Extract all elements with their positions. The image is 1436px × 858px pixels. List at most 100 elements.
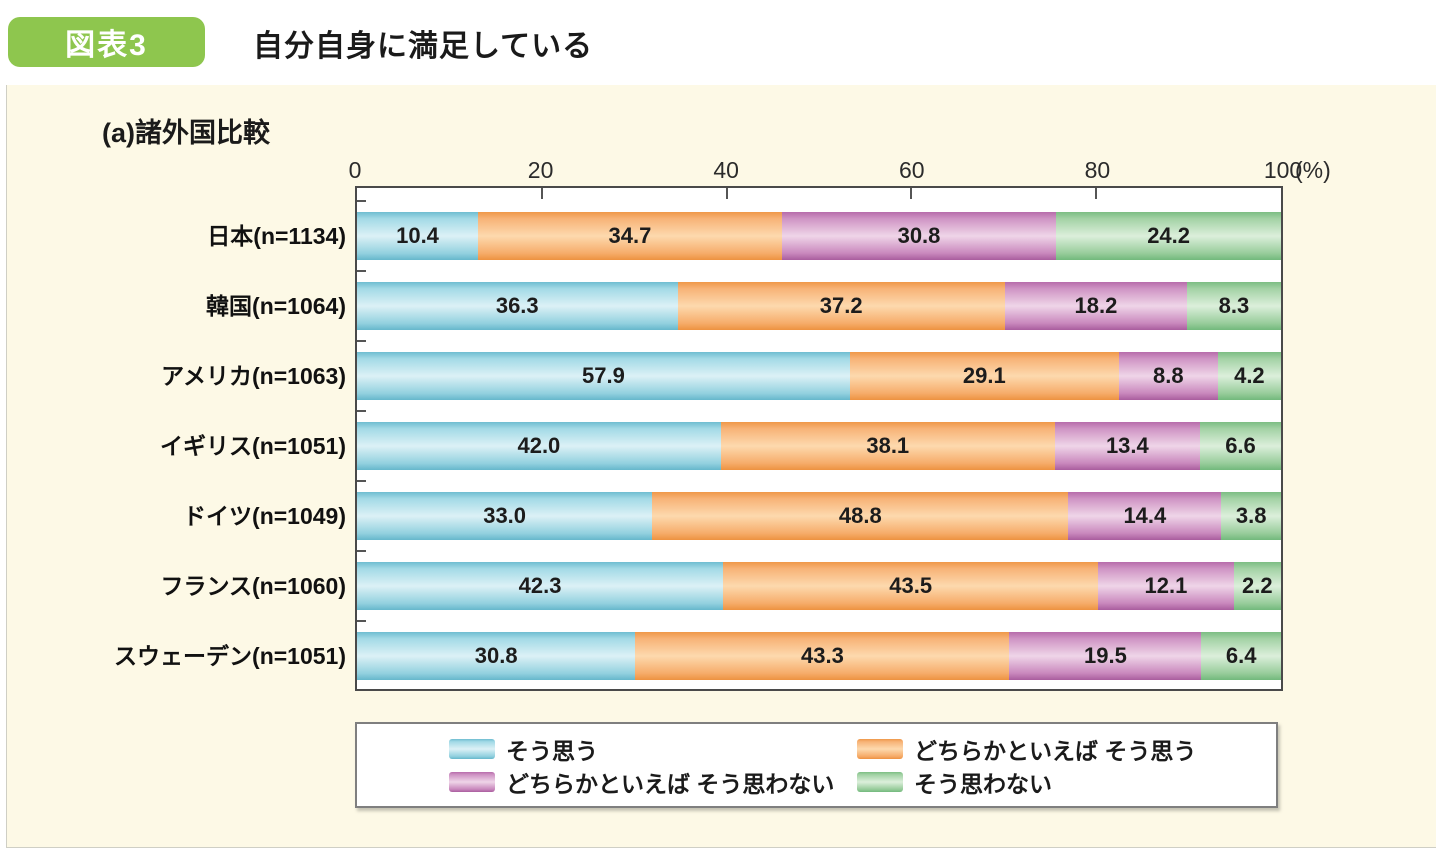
row-tick-mark	[357, 270, 366, 272]
segment-value-label: 30.8	[897, 223, 941, 248]
category-label-slot: 韓国(n=1064)	[0, 280, 355, 350]
category-label-slot: スウェーデン(n=1051)	[0, 630, 355, 700]
plot-area: 10.4 34.7 30.8 24.2 36.3 37.2 18.2 8.3 57.9 29.1 8…	[355, 186, 1283, 691]
bar-segment: 6.4	[1201, 632, 1281, 680]
legend-item: どちらかといえば そう思う	[857, 736, 1276, 764]
figure-badge: 図表3	[8, 16, 205, 67]
segment-value-label: 13.4	[1105, 433, 1149, 458]
figure-header: 図表3 自分自身に満足している	[0, 0, 1436, 85]
bar-segment: 30.8	[357, 632, 636, 680]
bar-segment: 14.4	[1068, 492, 1222, 540]
bar-row: 36.3 37.2 18.2 8.3	[357, 282, 1281, 330]
category-label-slot: フランス(n=1060)	[0, 560, 355, 630]
chart-area: (a)諸外国比較 (%) 0 20 40 60 80 100 日本(n=1134) 韓国(n…	[0, 85, 1436, 808]
segment-value-label: 2.2	[1242, 573, 1273, 598]
category-label: アメリカ(n=1063)	[161, 363, 346, 389]
bar-row: 42.0 38.1 13.4 6.6	[357, 422, 1281, 470]
segment-value-label: 6.6	[1225, 433, 1256, 458]
bar-segment: 33.0	[357, 492, 653, 540]
axis-tick-label: 40	[713, 157, 739, 183]
bar-row: 30.8 43.3 19.5 6.4	[357, 632, 1281, 680]
axis-tick-mark	[725, 188, 728, 199]
axis-tick-label: 100	[1263, 157, 1303, 183]
bar-segment: 19.5	[1009, 632, 1202, 680]
legend-label: そう思う	[506, 737, 598, 764]
legend-item: そう思わない	[857, 769, 1276, 797]
bar-row: 33.0 48.8 14.4 3.8	[357, 492, 1281, 540]
legend-swatch	[857, 738, 903, 759]
bar-segment: 24.2	[1056, 212, 1281, 260]
legend-item: どちらかといえば そう思わない	[449, 769, 857, 797]
bar-segment: 42.0	[357, 422, 721, 470]
row-tick-mark	[357, 340, 366, 342]
axis-tick-label: 0	[348, 157, 362, 183]
figure-title: 自分自身に満足している	[253, 29, 594, 63]
legend-box: そう思う どちらかといえば そう思う どちらかといえば そう思わない そう思わない	[355, 722, 1278, 808]
segment-value-label: 34.7	[608, 223, 652, 248]
row-tick-mark	[357, 480, 366, 482]
segment-value-label: 36.3	[495, 293, 539, 318]
bar-segment: 8.8	[1118, 352, 1218, 400]
legend-swatch	[449, 738, 495, 759]
category-label: フランス(n=1060)	[160, 573, 346, 599]
category-labels-column: 日本(n=1134) 韓国(n=1064) アメリカ(n=1063) イギリス(n=1…	[0, 186, 355, 700]
bar-segment: 13.4	[1054, 422, 1200, 470]
segment-value-label: 29.1	[962, 363, 1006, 388]
bar-segment: 12.1	[1098, 562, 1234, 610]
bar-row: 42.3 43.5 12.1 2.2	[357, 562, 1281, 610]
bar-segment: 48.8	[652, 492, 1069, 540]
category-label-slot: アメリカ(n=1063)	[0, 350, 355, 420]
bar-row: 57.9 29.1 8.8 4.2	[357, 352, 1281, 400]
category-label-slot: ドイツ(n=1049)	[0, 490, 355, 560]
axis-tick-mark	[1095, 188, 1098, 199]
bar-segment: 43.3	[635, 632, 1010, 680]
segment-value-label: 38.1	[866, 433, 910, 458]
segment-value-label: 19.5	[1084, 643, 1127, 668]
row-tick-mark	[357, 620, 366, 622]
category-label: 日本(n=1134)	[207, 223, 346, 249]
bar-row: 10.4 34.7 30.8 24.2	[357, 212, 1281, 260]
axis-tick-mark	[910, 188, 913, 199]
segment-value-label: 24.2	[1147, 223, 1191, 248]
bar-segment: 2.2	[1233, 562, 1281, 610]
segment-value-label: 6.4	[1225, 643, 1257, 668]
segment-value-label: 57.9	[581, 363, 625, 388]
category-label-slot: イギリス(n=1051)	[0, 420, 355, 490]
bar-segment: 18.2	[1004, 282, 1187, 330]
row-tick-mark	[357, 410, 366, 412]
x-axis-labels: (%) 0 20 40 60 80 100	[349, 150, 1331, 186]
segment-value-label: 14.4	[1123, 503, 1167, 528]
segment-value-label: 18.2	[1074, 293, 1118, 318]
segment-value-label: 30.8	[474, 643, 518, 668]
category-label: 韓国(n=1064)	[206, 293, 346, 319]
bar-segment: 6.6	[1199, 422, 1281, 470]
axis-tick-mark	[540, 188, 543, 199]
category-label: ドイツ(n=1049)	[183, 503, 346, 529]
bar-segment: 8.3	[1186, 282, 1281, 330]
axis-tick-label: 20	[527, 157, 554, 183]
axis-tick-label: 80	[1084, 157, 1111, 183]
segment-value-label: 42.3	[518, 573, 562, 598]
segment-value-label: 37.2	[819, 293, 863, 318]
bar-segment: 30.8	[781, 212, 1057, 260]
bar-segment: 34.7	[478, 212, 782, 260]
bar-segment: 29.1	[849, 352, 1119, 400]
segment-value-label: 43.3	[801, 643, 844, 668]
segment-value-label: 12.1	[1144, 573, 1188, 598]
legend-item: そう思う	[449, 736, 857, 764]
segment-value-label: 48.8	[838, 503, 882, 528]
category-label: スウェーデン(n=1051)	[114, 643, 346, 669]
category-label: イギリス(n=1051)	[160, 433, 346, 459]
chart-subtitle: (a)諸外国比較	[102, 118, 270, 148]
bar-segment: 57.9	[357, 352, 850, 400]
chart-body: 日本(n=1134) 韓国(n=1064) アメリカ(n=1063) イギリス(n=1…	[0, 186, 1436, 700]
bar-segment: 38.1	[720, 422, 1055, 470]
legend-label: どちらかといえば そう思わない	[506, 770, 835, 797]
bar-segment: 3.8	[1221, 492, 1281, 540]
axis-unit-label: (%)	[1295, 157, 1331, 183]
bar-segment: 10.4	[357, 212, 479, 260]
legend-swatch	[449, 771, 495, 792]
segment-value-label: 33.0	[483, 503, 527, 528]
category-label-slot: 日本(n=1134)	[0, 210, 355, 280]
